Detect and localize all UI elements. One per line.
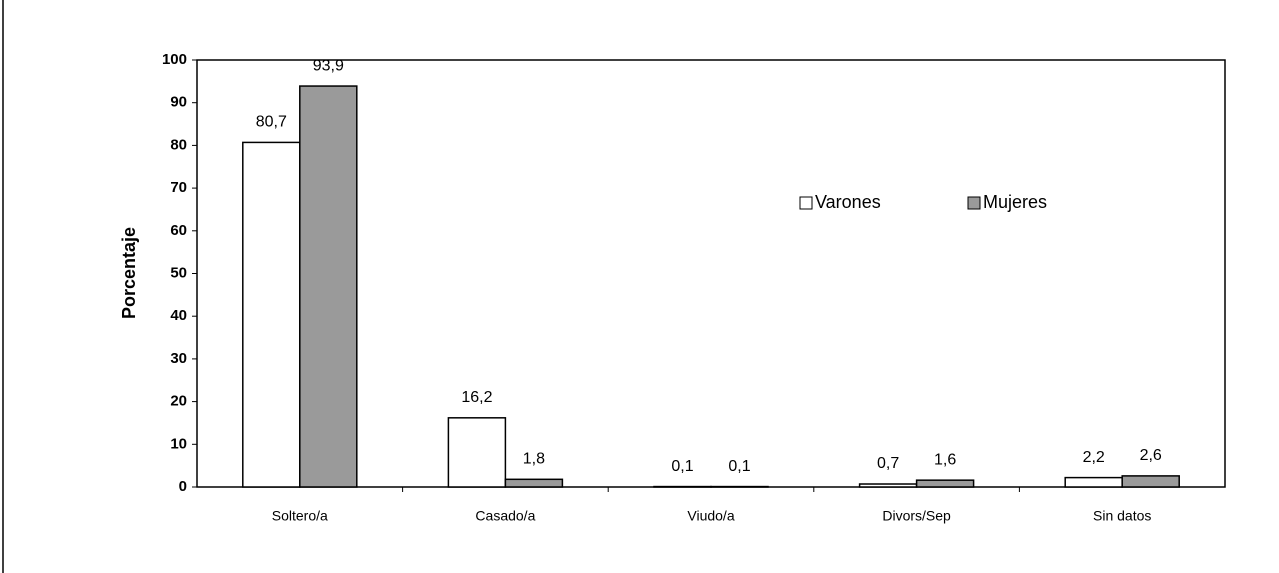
y-tick-label: 40 (170, 307, 187, 324)
x-tick-label: Casado/a (475, 508, 535, 524)
value-label: 1,6 (934, 451, 956, 468)
value-label: 2,2 (1083, 449, 1105, 466)
y-tick-label: 60 (170, 222, 187, 239)
bar (1121, 475, 1180, 488)
value-label: 80,7 (256, 114, 287, 131)
value-label: 93,9 (313, 57, 344, 74)
y-axis-label: Porcentaje (119, 227, 139, 319)
y-tick-label: 30 (170, 350, 187, 367)
bar (504, 478, 564, 488)
y-tick-label: 10 (170, 435, 187, 452)
y-tick-label: 70 (170, 179, 187, 196)
bar (1064, 476, 1123, 488)
value-label: 2,6 (1140, 447, 1162, 464)
value-label: 16,2 (461, 389, 492, 406)
y-tick-label: 0 (179, 478, 187, 495)
bar (915, 479, 975, 488)
value-label: 1,8 (523, 451, 545, 468)
x-tick-label: Viudo/a (687, 508, 734, 524)
x-tick-label: Sin datos (1093, 508, 1151, 524)
y-tick-label: 80 (170, 136, 187, 153)
y-tick-label: 20 (170, 393, 187, 410)
y-tick-label: 90 (170, 94, 187, 111)
y-tick-label: 100 (162, 51, 187, 68)
x-tick-label: Divors/Sep (882, 508, 951, 524)
y-tick-label: 50 (170, 264, 187, 281)
x-tick-label: Soltero/a (272, 508, 328, 524)
bar (242, 141, 301, 488)
legend-label: Mujeres (983, 192, 1047, 212)
legend-swatch (799, 196, 813, 210)
legend-swatch (967, 196, 981, 210)
value-label: 0,1 (728, 458, 750, 475)
legend-label: Varones (815, 192, 881, 212)
bar (299, 85, 358, 488)
value-label: 0,7 (877, 455, 899, 472)
value-label: 0,1 (671, 458, 693, 475)
bar (858, 483, 918, 488)
bar (447, 417, 507, 488)
